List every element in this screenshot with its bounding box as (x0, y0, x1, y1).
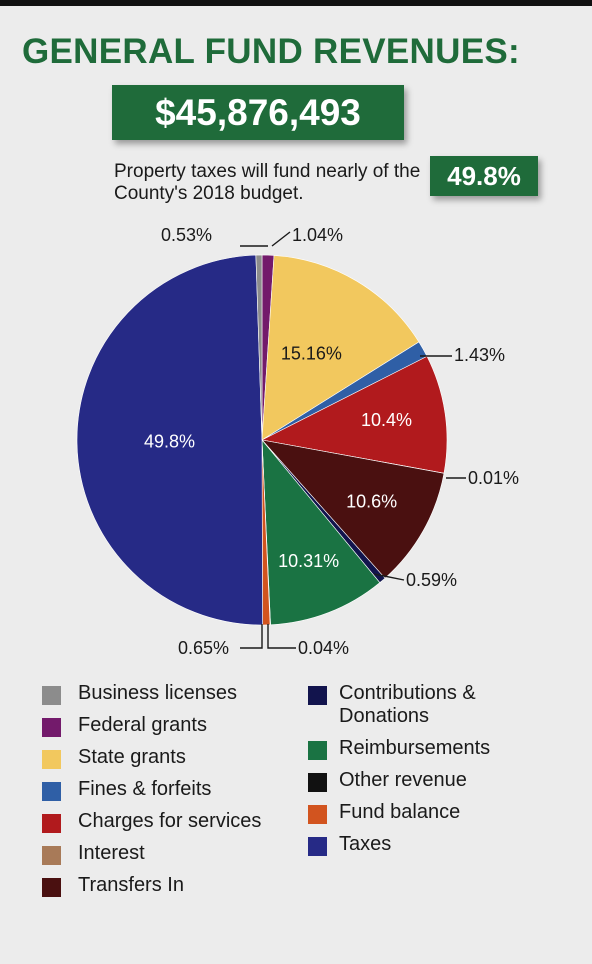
pie-slice-reimbursements (261, 439, 381, 626)
pie-slice-transfers-in (261, 439, 445, 579)
pie-label-reimbursements: 10.31% (278, 551, 339, 571)
legend-label: Fines & forfeits (78, 778, 212, 800)
legend-item: Fund balance (308, 801, 529, 824)
legend-item: Business licenses (42, 682, 261, 705)
legend-label: Contributions & Donations (339, 682, 476, 727)
legend-swatch (308, 773, 327, 792)
legend-swatch (42, 782, 61, 801)
legend-item: Interest (42, 842, 261, 865)
callout-label-contributions-donations: 0.59% (406, 570, 457, 590)
leader-line-other-revenue (267, 624, 296, 649)
legend-swatch (308, 686, 327, 705)
legend-label: Taxes (339, 833, 392, 855)
pie-slice-charges-for-services (261, 355, 448, 474)
callout-label-other-revenue: 0.04% (298, 638, 349, 658)
legend-item: Taxes (308, 833, 529, 856)
legend-right-column: Contributions & Donations Reimbursements O… (308, 682, 529, 865)
legend-item: Other revenue (308, 769, 529, 792)
legend-label: Other revenue (339, 769, 467, 791)
leader-line-fund-balance (240, 624, 263, 649)
total-revenue-badge: $45,876,493 (112, 85, 404, 140)
pie-label-state-grants: 15.16% (281, 343, 342, 363)
legend-swatch (308, 741, 327, 760)
pie-label-charges-for-services: 10.4% (361, 410, 412, 430)
leader-line-federal-grants (271, 231, 291, 247)
legend-label: Fund balance (339, 801, 461, 823)
callout-label-fund-balance: 0.65% (178, 638, 229, 658)
callout-label-interest: 0.01% (468, 468, 519, 488)
legend-label: Charges for services (78, 810, 262, 832)
legend-swatch (308, 837, 327, 856)
callout-label-business-licenses: 0.53% (161, 225, 212, 245)
legend-label: Transfers In (78, 874, 184, 896)
legend-item: Transfers In (42, 874, 261, 897)
legend-swatch (42, 814, 61, 833)
legend-swatch (42, 686, 61, 705)
legend-label: State grants (78, 746, 186, 768)
callout-label-federal-grants: 1.04% (292, 225, 343, 245)
legend-item: State grants (42, 746, 261, 769)
legend-item: Reimbursements (308, 737, 529, 760)
pie-label-transfers-in: 10.6% (346, 492, 397, 512)
legend-item: Contributions & Donations (308, 682, 529, 728)
callout-label-fines-forfeits: 1.43% (454, 345, 505, 365)
legend-item: Fines & forfeits (42, 778, 261, 801)
pie-slice-business-licenses (255, 254, 263, 441)
legend-swatch (42, 878, 61, 897)
legend-label: Interest (78, 842, 145, 864)
legend-label: Business licenses (78, 682, 237, 704)
legend-item: Federal grants (42, 714, 261, 737)
legend-swatch (308, 805, 327, 824)
legend-left-column: Business licenses Federal grants State gra… (42, 682, 261, 906)
legend-swatch (42, 718, 61, 737)
legend-swatch (42, 750, 61, 769)
taxes-percent-badge: 49.8% (430, 156, 538, 196)
legend-label: Reimbursements (339, 737, 491, 759)
pie-slice-state-grants (261, 255, 420, 441)
pie-label-taxes: 49.8% (144, 432, 195, 452)
page-title: GENERAL FUND REVENUES: (22, 32, 520, 71)
legend-swatch (42, 846, 61, 865)
pie-slice-taxes (76, 254, 263, 626)
legend-label: Federal grants (78, 714, 207, 736)
leader-line-contributions-donations (373, 573, 405, 581)
top-rule (0, 0, 592, 6)
legend-item: Charges for services (42, 810, 261, 833)
subtitle: Property taxes will fund nearly of the C… (114, 161, 421, 204)
